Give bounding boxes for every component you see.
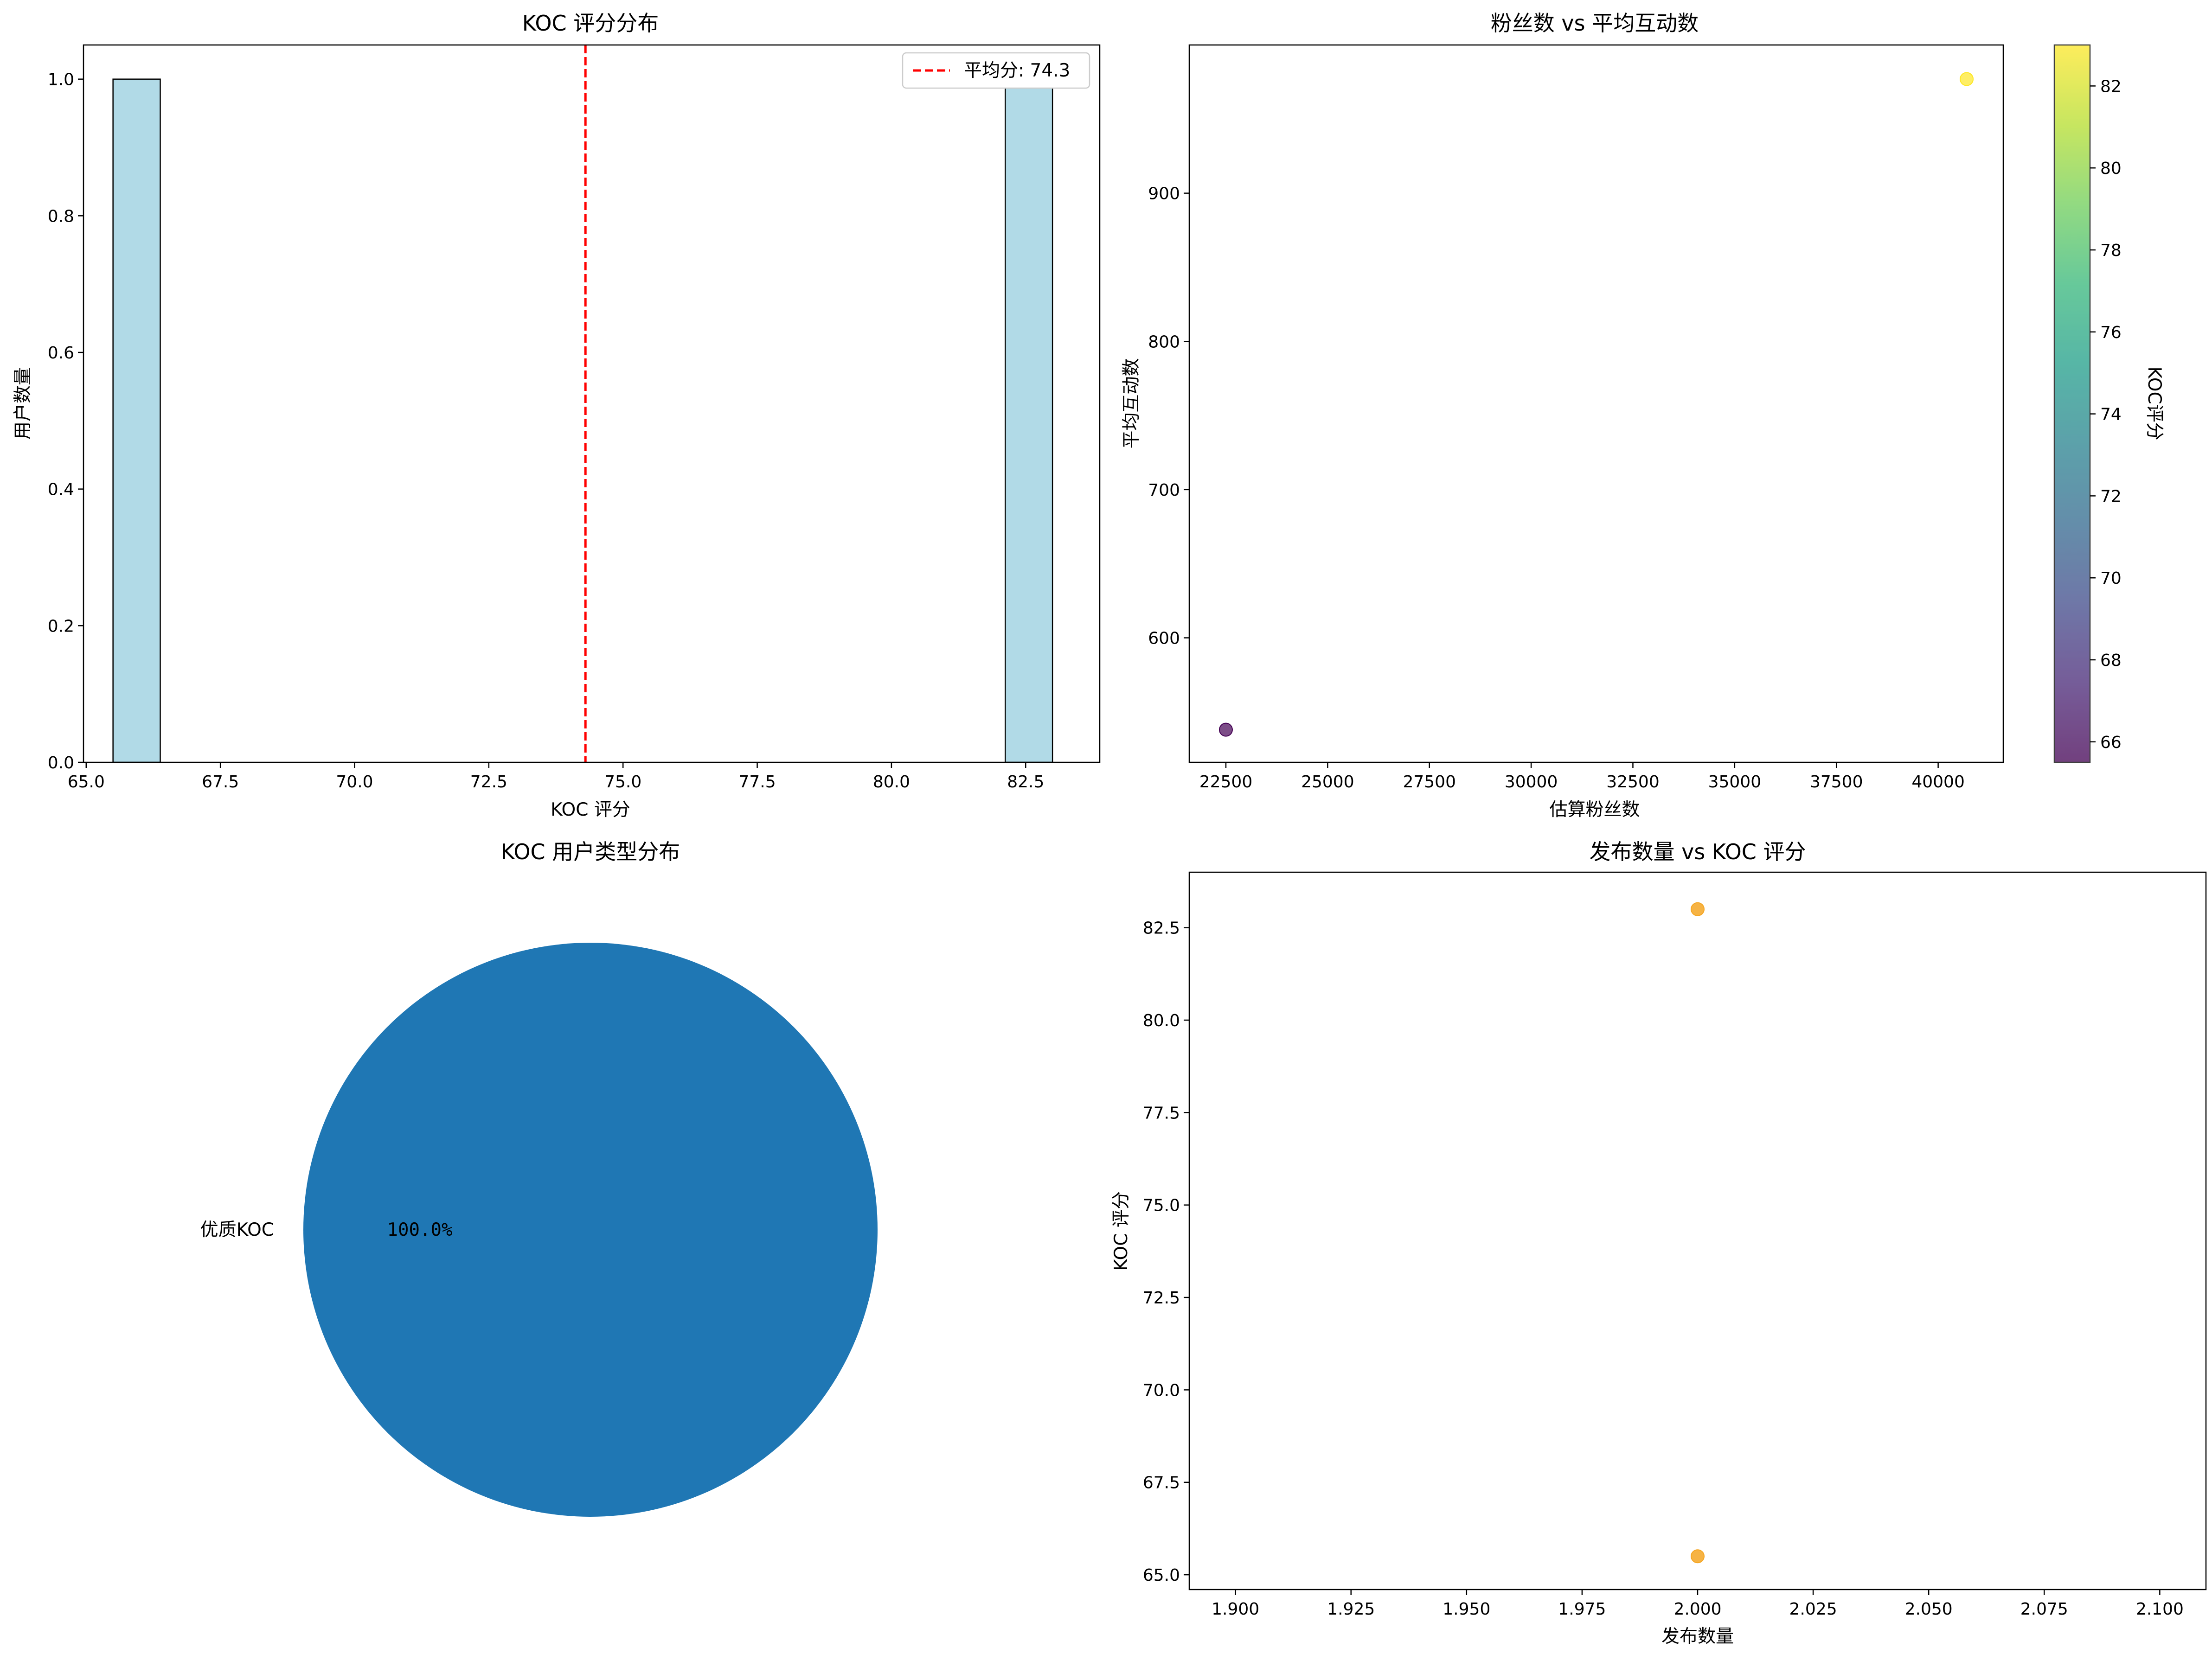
posts-scatter-panel: 发布数量 vs KOC 评分 1.900 1.925 1.950 1.975 2.000… [1111,839,2207,1647]
histogram-axes-frame [83,44,1101,763]
pie-slice [303,943,878,1517]
posts-scatter-x-ticks: 1.900 1.925 1.950 1.975 2.000 2.025 2.050 2.075… [1212,1590,2184,1619]
scatter-point [1960,72,1974,86]
followers-scatter-y-ticks: 600 700 800 900 [1148,185,1189,648]
histogram-title: KOC 评分分布 [522,11,659,36]
y-tick-label: 800 [1148,332,1180,351]
followers-scatter-axes-frame [1188,44,2004,763]
x-tick-label: 77.5 [738,773,776,792]
colorbar-tick-label: 82 [2100,77,2122,96]
x-tick-label: 1.950 [1443,1600,1490,1619]
posts-scatter-x-label: 发布数量 [1661,1626,1734,1647]
colorbar-tick-label: 78 [2100,241,2122,260]
colorbar-ticks: 66 68 70 72 74 76 78 80 82 [2090,77,2122,752]
y-tick-label: 1.0 [48,70,74,89]
y-tick-label: 72.5 [1143,1289,1180,1308]
colorbar-tick-label: 70 [2100,569,2122,588]
followers-scatter-marks [1218,72,1974,737]
x-tick-label: 30000 [1505,773,1558,792]
x-tick-label: 70.0 [336,773,373,792]
x-tick-label: 80.0 [873,773,910,792]
x-tick-label: 40000 [1911,773,1965,792]
followers-scatter-panel: 粉丝数 vs 平均互动数 22500 25000 27500 30000 32500 35… [1121,11,2165,820]
x-tick-label: 2.100 [2136,1600,2184,1619]
pie-slice-label: 优质KOC [200,1220,274,1240]
x-tick-label: 32500 [1606,773,1660,792]
histogram-x-label: KOC 评分 [551,799,630,820]
y-tick-label: 77.5 [1143,1104,1180,1123]
x-tick-label: 27500 [1403,773,1456,792]
posts-scatter-y-ticks: 65.0 67.5 70.0 72.5 75.0 77.5 80.0 82.5 [1143,919,1189,1585]
colorbar-tick-label: 72 [2100,487,2122,506]
posts-scatter-title: 发布数量 vs KOC 评分 [1589,839,1806,864]
x-tick-label: 65.0 [68,773,105,792]
x-tick-label: 2.075 [2020,1600,2068,1619]
histogram-panel: KOC 评分分布 65.0 67.5 70.0 72.5 75.0 77.5 80.0 82.… [13,11,1101,820]
y-tick-label: 82.5 [1143,919,1180,938]
x-tick-label: 1.975 [1558,1600,1606,1619]
scatter-point [1218,722,1233,737]
legend-box [902,52,1090,89]
y-tick-label: 0.2 [48,617,74,636]
x-tick-label: 82.5 [1007,773,1044,792]
colorbar-tick-label: 68 [2100,651,2122,670]
colorbar-tick-label: 80 [2100,159,2122,178]
x-tick-label: 1.925 [1327,1600,1375,1619]
y-tick-label: 600 [1148,629,1180,648]
colorbar-tick-label: 74 [2100,405,2122,424]
x-tick-label: 2.025 [1789,1600,1837,1619]
x-tick-label: 22500 [1199,773,1253,792]
followers-scatter-x-ticks: 22500 25000 27500 30000 32500 35000 37500 40000 [1199,762,1965,792]
legend-mean-label: 平均分: 74.3 [964,60,1070,81]
pie-title: KOC 用户类型分布 [501,839,680,864]
y-tick-label: 80.0 [1143,1011,1180,1030]
x-tick-label: 2.000 [1673,1600,1721,1619]
y-tick-label: 0.8 [48,207,74,226]
x-tick-label: 67.5 [202,773,239,792]
pie-slice-pct-label: 100.0% [387,1220,453,1240]
colorbar-label: KOC评分 [2144,366,2165,440]
x-tick-label: 75.0 [604,773,641,792]
followers-scatter-x-label: 估算粉丝数 [1549,799,1640,820]
colorbar-tick-label: 76 [2100,323,2122,342]
x-tick-label: 2.050 [1905,1600,1953,1619]
histogram-y-ticks: 0.0 0.2 0.4 0.6 0.8 1.0 [48,70,83,773]
histogram-y-label: 用户数量 [13,367,33,440]
y-tick-label: 700 [1148,481,1180,500]
posts-scatter-y-label: KOC 评分 [1111,1191,1132,1271]
y-tick-label: 67.5 [1143,1474,1180,1493]
colorbar-tick-label: 66 [2100,733,2122,752]
x-tick-label: 37500 [1810,773,1863,792]
x-tick-label: 1.900 [1212,1600,1259,1619]
y-tick-label: 0.6 [48,344,74,363]
x-tick-label: 35000 [1708,773,1762,792]
pie-panel: KOC 用户类型分布 优质KOC 100.0% [200,839,878,1517]
histogram-bar [1005,78,1053,763]
followers-scatter-y-label: 平均互动数 [1121,358,1142,448]
y-tick-label: 0.0 [48,754,74,773]
colorbar [2053,44,2091,763]
posts-scatter-marks [1691,902,1705,1564]
y-tick-label: 0.4 [48,480,74,499]
y-tick-label: 75.0 [1143,1196,1180,1215]
histogram-legend: 平均分: 74.3 [902,52,1090,89]
histogram-bar [112,78,161,763]
x-tick-label: 25000 [1301,773,1354,792]
y-tick-label: 900 [1148,185,1180,204]
y-tick-label: 65.0 [1143,1566,1180,1585]
followers-scatter-title: 粉丝数 vs 平均互动数 [1491,11,1699,36]
y-tick-label: 70.0 [1143,1381,1180,1400]
histogram-x-ticks: 65.0 67.5 70.0 72.5 75.0 77.5 80.0 82.5 [68,762,1044,792]
x-tick-label: 72.5 [470,773,507,792]
posts-scatter-axes-frame [1188,871,2207,1590]
scatter-point [1691,902,1705,916]
scatter-point [1691,1549,1705,1564]
